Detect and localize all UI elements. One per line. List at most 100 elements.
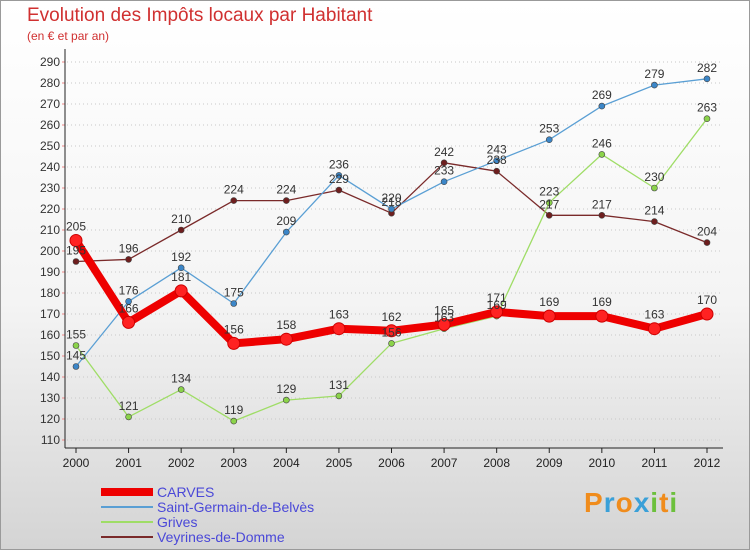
data-labels: 195 196 210 224 224 229 218 242 238 217 217 214 204 1…: [66, 61, 717, 417]
data-label-saint-germain-de-belves-2003: 175: [224, 286, 244, 300]
data-label-saint-germain-de-belves-2008: 243: [487, 143, 507, 157]
logo-letter-5: t: [659, 487, 670, 518]
data-point-carves-2004: [279, 332, 293, 346]
data-label-carves-2005: 163: [329, 308, 349, 322]
data-label-grives-2007: 163: [434, 311, 454, 325]
data-point-veyrines-de-domme-2010: [598, 212, 606, 219]
x-tick-2006: 2006: [378, 456, 405, 470]
legend-label-carves: CARVES: [157, 484, 215, 500]
data-point-carves-2006: [385, 324, 398, 338]
data-point-carves-2003: [227, 336, 241, 350]
x-tick-2010: 2010: [588, 456, 615, 470]
data-label-grives-2004: 129: [276, 382, 296, 396]
y-tick-110: 110: [41, 433, 60, 447]
data-point-veyrines-de-domme-2000: [72, 258, 80, 265]
data-point-veyrines-de-domme-2005: [335, 186, 343, 194]
data-point-grives-2011: [651, 184, 658, 192]
data-label-grives-2008: 169: [487, 298, 507, 312]
data-point-veyrines-de-domme-2012: [703, 239, 711, 246]
data-label-saint-germain-de-belves-2006: 220: [381, 191, 401, 205]
data-point-carves-2008: [490, 305, 504, 319]
y-tick-120: 120: [40, 412, 60, 426]
data-point-grives-2005: [335, 392, 343, 400]
data-point-carves-2012: [700, 307, 714, 321]
data-label-grives-2010: 246: [592, 136, 612, 150]
data-point-grives-2006: [388, 340, 395, 347]
data-label-carves-2003: 156: [224, 322, 244, 336]
y-tick-labels: 110 120 130 140 150 160 170 180 190 200 210 220 230 2…: [40, 55, 60, 447]
y-tick-240: 240: [40, 160, 60, 174]
data-point-grives-2000: [72, 342, 80, 349]
y-tick-210: 210: [40, 223, 60, 237]
data-label-veyrines-de-domme-2010: 217: [592, 197, 612, 211]
data-point-grives-2010: [598, 151, 606, 158]
data-point-carves-2010: [595, 309, 609, 323]
data-point-veyrines-de-domme-2004: [283, 197, 290, 204]
data-label-veyrines-de-domme-2000: 195: [66, 244, 86, 258]
data-label-veyrines-de-domme-2002: 210: [171, 212, 191, 226]
data-point-grives-2003: [230, 417, 238, 425]
data-point-saint-germain-de-belves-2007: [440, 178, 448, 185]
data-label-veyrines-de-domme-2004: 224: [276, 183, 296, 197]
legend: CARVES Saint-Germain-de-Belvès Grives Ve…: [101, 484, 401, 545]
data-label-saint-germain-de-belves-2007: 233: [434, 164, 454, 178]
data-label-carves-2004: 158: [276, 318, 296, 332]
data-label-carves-2007: 165: [434, 304, 454, 318]
data-point-saint-germain-de-belves-2000: [72, 363, 80, 370]
data-label-saint-germain-de-belves-2002: 192: [171, 250, 191, 264]
logo-letter-3: x: [633, 487, 651, 518]
legend-swatch-saint-germain-de-belves: [101, 506, 153, 508]
data-label-saint-germain-de-belves-2012: 282: [697, 61, 717, 75]
y-tick-200: 200: [40, 244, 60, 258]
data-point-grives-2004: [283, 396, 290, 404]
data-label-saint-germain-de-belves-2009: 253: [539, 122, 559, 136]
legend-label-veyrines-de-domme: Veyrines-de-Domme: [157, 529, 285, 545]
data-point-saint-germain-de-belves-2005: [335, 172, 343, 179]
x-tick-2008: 2008: [483, 456, 510, 470]
data-label-veyrines-de-domme-2003: 224: [224, 183, 244, 197]
x-tick-2002: 2002: [168, 456, 195, 470]
legend-item-veyrines-de-domme[interactable]: Veyrines-de-Domme: [101, 529, 401, 545]
data-label-saint-germain-de-belves-2005: 236: [329, 157, 349, 171]
data-label-veyrines-de-domme-2008: 238: [487, 153, 507, 167]
data-point-saint-germain-de-belves-2004: [283, 228, 290, 236]
data-label-saint-germain-de-belves-2011: 279: [644, 67, 664, 81]
data-point-saint-germain-de-belves-2012: [703, 75, 711, 83]
chart-title: Evolution des Impôts locaux par Habitant: [27, 5, 373, 26]
legend-item-saint-germain-de-belves[interactable]: Saint-Germain-de-Belvès: [101, 499, 401, 515]
data-point-grives-2001: [125, 413, 132, 421]
x-tick-2005: 2005: [326, 456, 353, 470]
data-label-grives-2002: 134: [171, 372, 191, 386]
y-tick-220: 220: [40, 202, 60, 216]
data-point-saint-germain-de-belves-2008: [493, 157, 500, 164]
x-tick-2004: 2004: [273, 456, 300, 470]
y-tick-160: 160: [40, 328, 60, 342]
data-label-veyrines-de-domme-2005: 229: [329, 172, 349, 186]
y-tick-250: 250: [40, 139, 60, 153]
data-point-saint-germain-de-belves-2002: [177, 264, 185, 272]
y-tick-280: 280: [40, 76, 60, 90]
chart-subtitle: (en € et par an): [27, 29, 110, 43]
data-point-carves-2011: [647, 322, 661, 336]
legend-item-carves[interactable]: CARVES: [101, 484, 401, 500]
x-tick-2000: 2000: [63, 456, 90, 470]
data-point-veyrines-de-domme-2002: [177, 226, 185, 234]
data-label-carves-2008: 171: [487, 291, 507, 305]
data-label-grives-2012: 263: [697, 101, 717, 115]
data-label-grives-2006: 156: [381, 325, 401, 339]
data-label-carves-2012: 170: [697, 293, 717, 307]
data-label-carves-2006: 162: [381, 310, 401, 324]
data-label-veyrines-de-domme-2012: 204: [697, 225, 717, 239]
data-label-saint-germain-de-belves-2000: 145: [66, 349, 86, 363]
data-label-carves-2009: 169: [539, 295, 559, 309]
logo-letter-2: o: [615, 487, 634, 518]
legend-item-grives[interactable]: Grives: [101, 514, 401, 530]
data-label-veyrines-de-domme-2006: 218: [381, 195, 401, 209]
x-tick-2007: 2007: [431, 456, 458, 470]
data-label-saint-germain-de-belves-2004: 209: [276, 214, 296, 228]
data-point-grives-2009: [545, 199, 553, 206]
data-point-veyrines-de-domme-2011: [651, 218, 658, 225]
data-point-grives-2002: [177, 386, 185, 393]
x-tick-2003: 2003: [220, 456, 247, 470]
y-tick-260: 260: [40, 118, 60, 132]
